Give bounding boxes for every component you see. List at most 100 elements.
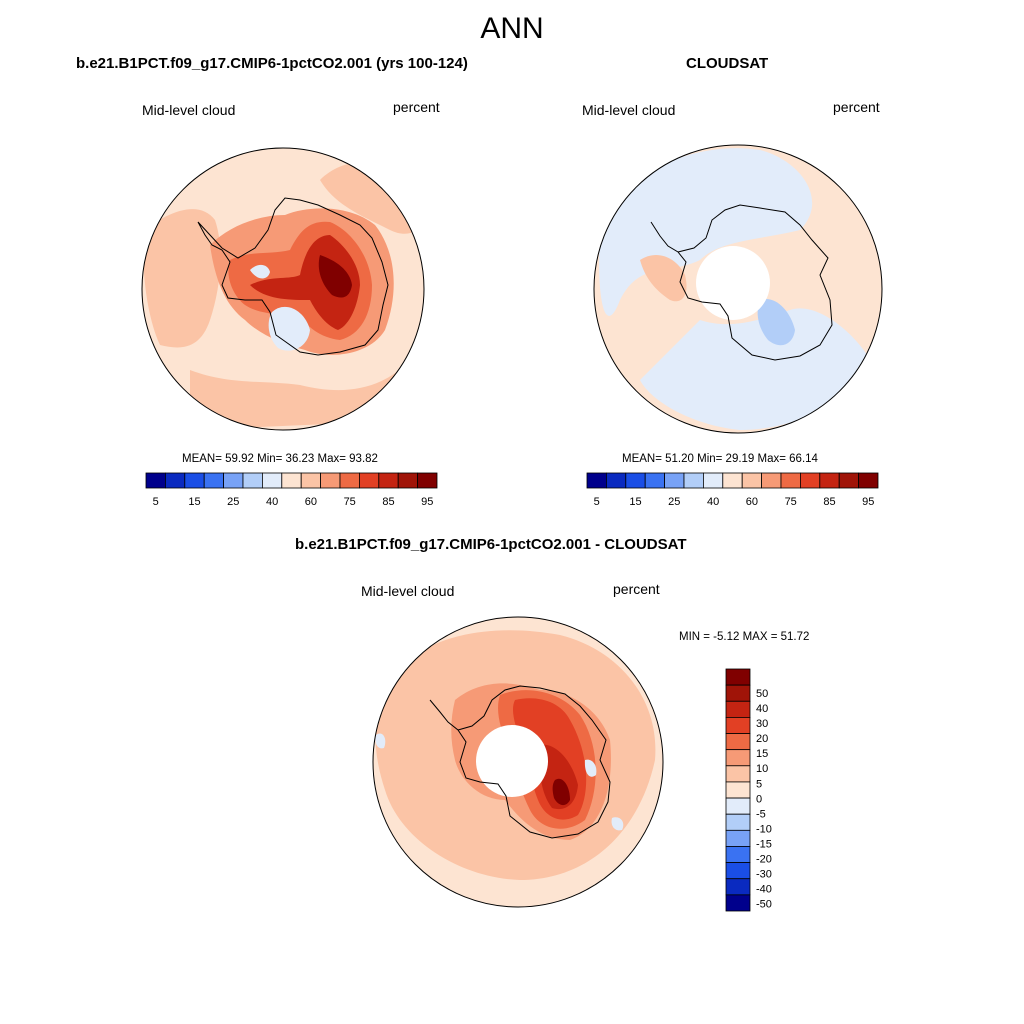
map-region (318, 255, 352, 298)
model-units-label: percent (393, 99, 440, 115)
colorbar-tick-label: -15 (756, 839, 772, 851)
colorbar-swatch (761, 472, 782, 489)
colorbar-tick-label: 40 (707, 496, 719, 508)
colorbar-swatch (644, 472, 666, 489)
figure-title: ANN (480, 12, 544, 45)
diff-panel-title: b.e21.B1PCT.f09_g17.CMIP6-1pctCO2.001 - … (295, 536, 687, 553)
colorbar-swatch (725, 717, 751, 734)
colorbar-swatch (725, 878, 751, 896)
colorbar-tick-label: 85 (382, 496, 394, 508)
antarctica-coastline (197, 197, 389, 356)
colorbar-tick-label: 0 (756, 793, 762, 805)
colorbar-swatch (725, 862, 751, 880)
colorbar-tick-label: 85 (823, 496, 835, 508)
colorbar-swatch (725, 813, 751, 831)
antarctica-coastline (429, 685, 611, 839)
map-region (611, 817, 624, 831)
colorbar-tick-label: 50 (756, 688, 768, 700)
polar-data-gap (696, 246, 770, 320)
colorbar-swatch (725, 668, 751, 686)
colorbar-tick-label: 25 (227, 496, 239, 508)
colorbar-swatch (725, 684, 751, 702)
colorbar-swatch (203, 472, 224, 489)
polar-data-gap (476, 725, 548, 797)
colorbar-swatch (800, 472, 821, 489)
colorbar-tick-label: 60 (746, 496, 758, 508)
colorbar-tick-label: 5 (594, 496, 600, 508)
colorbar-tick-label: -5 (756, 808, 766, 820)
map-region (599, 148, 813, 316)
colorbar-swatch (838, 472, 860, 489)
colorbar-tick-label: 40 (756, 703, 768, 715)
map-region (375, 733, 386, 749)
colorbar-swatch (725, 700, 751, 718)
colorbar-swatch (184, 472, 205, 489)
colorbar-tick-label: 10 (756, 763, 768, 775)
colorbar-tick-label: 5 (756, 778, 762, 790)
model-colorbar: 5 15 25 40 60 75 85 95 (145, 472, 438, 508)
colorbar-swatch (339, 472, 360, 489)
colorbar-swatch (378, 472, 399, 489)
map-region (250, 264, 270, 279)
colorbar-swatch (664, 472, 685, 489)
colorbar-swatch (725, 829, 751, 847)
colorbar-tick-label: 40 (266, 496, 278, 508)
map-boundary (372, 616, 664, 908)
colorbar-swatch (586, 472, 607, 489)
colorbar-swatch (725, 733, 751, 751)
diff-polar-map (372, 616, 664, 908)
colorbar-swatch (606, 472, 627, 489)
diff-units-label: percent (613, 581, 660, 597)
colorbar-tick-label: 15 (188, 496, 200, 508)
colorbar-tick-label: 15 (629, 496, 641, 508)
colorbar-swatch (397, 472, 419, 489)
colorbar-tick-label: -20 (756, 854, 772, 866)
colorbar-swatch (358, 472, 380, 489)
colorbar-swatch (281, 472, 302, 489)
colorbar-tick-label: -40 (756, 884, 772, 896)
colorbar-swatch (625, 472, 646, 489)
map-region (757, 299, 795, 346)
colorbar-tick-label: 20 (756, 733, 768, 745)
colorbar-tick-label: -50 (756, 899, 772, 911)
map-boundary (593, 144, 883, 434)
map-region (552, 778, 570, 806)
colorbar-tick-label: 95 (421, 496, 433, 508)
colorbar-swatch (223, 472, 244, 489)
model-panel-title: b.e21.B1PCT.f09_g17.CMIP6-1pctCO2.001 (y… (76, 55, 468, 72)
map-region (584, 759, 597, 777)
colorbar-swatch (242, 472, 263, 489)
map-region (640, 308, 870, 430)
colorbar-swatch (725, 765, 751, 783)
colorbar-swatch (725, 846, 751, 864)
colorbar-swatch (145, 472, 166, 489)
colorbar-tick-label: 75 (344, 496, 356, 508)
model-left-label: Mid-level cloud (142, 102, 236, 118)
obs-colorbar: 5 15 25 40 60 75 85 95 (586, 472, 879, 508)
obs-units-label: percent (833, 99, 880, 115)
colorbar-swatch (725, 781, 751, 799)
colorbar-tick-label: 15 (756, 748, 768, 760)
colorbar-swatch (780, 472, 801, 489)
antarctica-coastline (650, 204, 833, 361)
map-boundary (141, 147, 425, 431)
map-region (250, 235, 360, 330)
colorbar-tick-label: 60 (305, 496, 317, 508)
map-region (268, 306, 310, 351)
colorbar-swatch (164, 472, 186, 489)
colorbar-swatch (320, 472, 341, 489)
colorbar-swatch (741, 472, 763, 489)
colorbar-tick-label: -10 (756, 823, 772, 835)
obs-polar-map (593, 144, 883, 434)
colorbar-swatch (722, 472, 743, 489)
diff-stats: MIN = -5.12 MAX = 51.72 (679, 631, 810, 643)
colorbar-tick-label: -30 (756, 869, 772, 881)
colorbar-swatch (300, 472, 322, 489)
obs-left-label: Mid-level cloud (582, 102, 676, 118)
obs-stats: MEAN= 51.20 Min= 29.19 Max= 66.14 (622, 453, 818, 465)
colorbar-swatch (683, 472, 704, 489)
colorbar-swatch (725, 749, 751, 767)
colorbar-tick-label: 5 (153, 496, 159, 508)
